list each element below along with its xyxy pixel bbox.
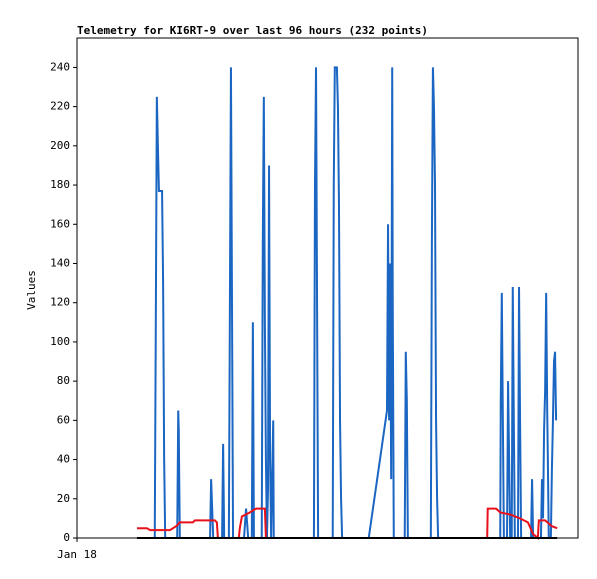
y-tick-label: 220 xyxy=(50,100,70,113)
y-tick-label: 20 xyxy=(57,492,70,505)
y-tick-label: 80 xyxy=(57,374,70,387)
y-tick-label: 160 xyxy=(50,217,70,230)
y-tick-label: 100 xyxy=(50,335,70,348)
data-line xyxy=(137,66,558,539)
plot-frame xyxy=(76,37,579,539)
y-tick-label: 120 xyxy=(50,296,70,309)
y-tick-label: 140 xyxy=(50,256,70,269)
y-tick-label: 40 xyxy=(57,453,70,466)
y-tick-label: 180 xyxy=(50,178,70,191)
chart-title: Telemetry for KI6RT-9 over last 96 hours… xyxy=(77,24,428,37)
y-tick-label: 240 xyxy=(50,60,70,73)
y-tick-label: 0 xyxy=(63,531,70,544)
y-tick-label: 200 xyxy=(50,139,70,152)
x-tick-label: Jan 18 xyxy=(57,548,97,561)
data-line xyxy=(137,507,558,541)
y-tick-label: 60 xyxy=(57,413,70,426)
y-axis-label: Values xyxy=(25,270,38,310)
